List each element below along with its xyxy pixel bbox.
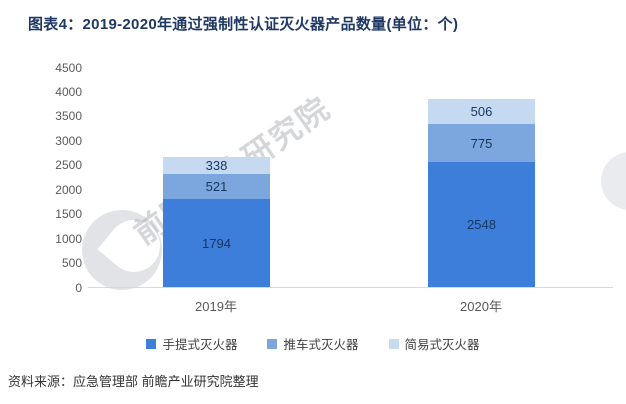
y-axis-tick-label: 2000	[55, 182, 82, 197]
x-axis-category-label: 2020年	[460, 299, 502, 314]
legend: 手提式灭火器 推车式灭火器 简易式灭火器	[0, 334, 626, 353]
bar-segment: 775	[428, 124, 535, 162]
stacked-bar: 506 775 2548	[428, 99, 535, 287]
legend-item-jianyishi: 简易式灭火器	[388, 334, 480, 353]
stacked-bar: 338 521 1794	[163, 157, 270, 287]
legend-marker-icon	[388, 338, 399, 349]
chart-title: 图表4：2019-2020年通过强制性认证灭火器产品数量(单位：个)	[28, 16, 459, 33]
legend-marker-icon	[267, 338, 278, 349]
legend-label: 手提式灭火器	[162, 338, 238, 352]
bar-segment: 506	[428, 99, 535, 124]
plot-area: 338 521 1794 506 775 2548	[88, 68, 613, 288]
legend-label: 推车式灭火器	[283, 338, 359, 352]
legend-marker-icon	[146, 338, 157, 349]
bar-segment-value-label: 506	[470, 104, 493, 119]
y-axis-tick-label: 1500	[55, 207, 82, 222]
y-axis-tick-label: 0	[75, 280, 82, 295]
y-axis-tick-label: 500	[61, 256, 82, 271]
legend-item-tuicheshi: 推车式灭火器	[267, 334, 359, 353]
bar-segment: 521	[163, 174, 270, 199]
bar-segment-value-label: 775	[470, 135, 493, 151]
legend-item-shoutishi: 手提式灭火器	[146, 334, 237, 353]
y-axis-tick-label: 4000	[55, 84, 82, 99]
bar-segment: 338	[163, 157, 270, 174]
y-axis-tick-label: 2500	[55, 158, 82, 173]
bar-segment: 1794	[163, 199, 270, 287]
bar-segment-value-label: 338	[205, 158, 228, 173]
y-axis-tick-label: 1000	[55, 231, 82, 246]
bar-segment-value-label: 1794	[202, 235, 231, 251]
legend-label: 简易式灭火器	[404, 338, 480, 352]
bar-segment: 2548	[428, 162, 535, 287]
y-axis-tick-label: 4500	[55, 60, 82, 75]
y-axis-tick-label: 3000	[55, 133, 82, 148]
bar-segment-value-label: 2548	[467, 217, 496, 232]
y-axis-tick-label: 3500	[55, 109, 82, 124]
source-note: 资料来源：应急管理部 前瞻产业研究院整理	[8, 374, 259, 389]
bar-segment-value-label: 521	[205, 179, 228, 194]
watermark-logo-icon	[82, 210, 162, 290]
x-axis-category-label: 2019年	[195, 299, 237, 314]
